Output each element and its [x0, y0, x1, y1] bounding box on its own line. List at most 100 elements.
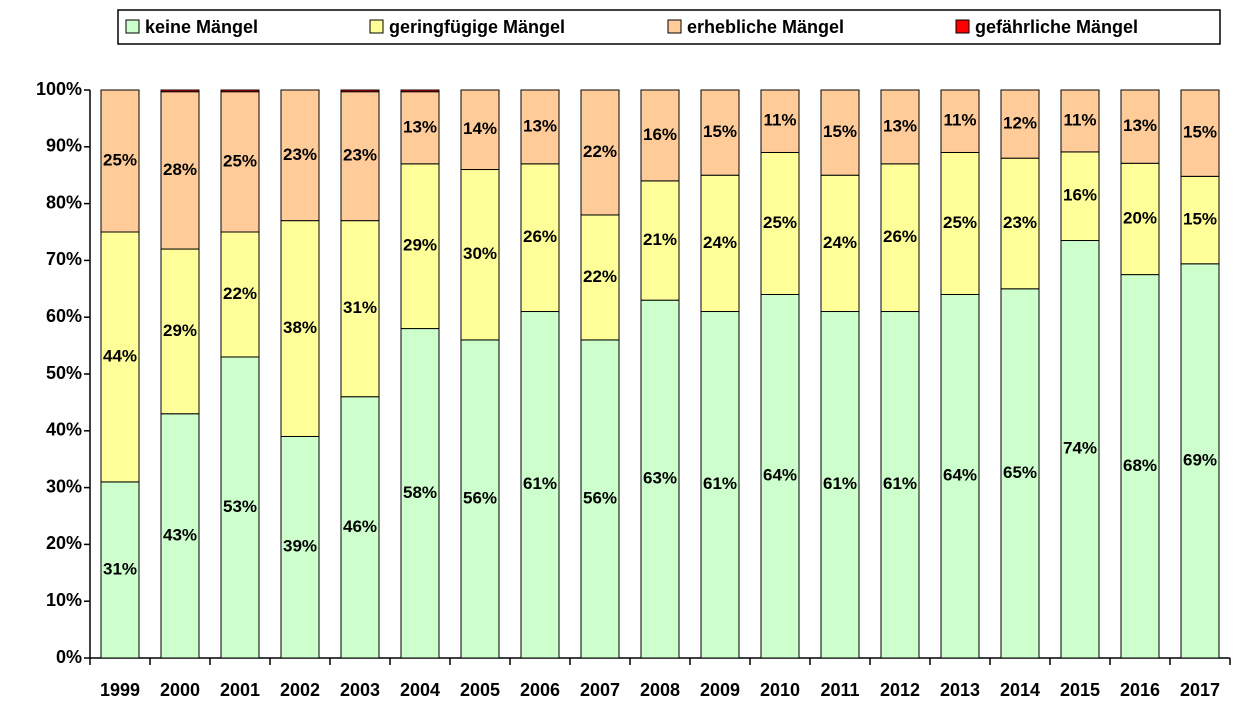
bar-segment: [1120, 162, 1160, 276]
x-tick-label: 2007: [580, 680, 620, 700]
data-label: 38%: [283, 318, 317, 337]
legend-swatch: [955, 19, 970, 34]
y-tick-label: 60%: [46, 306, 82, 326]
bar-segment: [160, 248, 200, 415]
bar-segment: [160, 413, 200, 659]
x-tick-label: 2009: [700, 680, 740, 700]
data-label: 25%: [943, 213, 977, 232]
data-label: 43%: [163, 525, 197, 544]
x-tick-label: 2012: [880, 680, 920, 700]
bar-segment: [520, 89, 560, 165]
bar-segment: [520, 311, 560, 659]
data-label: 15%: [1183, 210, 1217, 229]
data-label: 44%: [103, 346, 137, 365]
bar-segment: [1120, 89, 1160, 164]
x-tick-label: 2008: [640, 680, 680, 700]
data-label: 26%: [883, 227, 917, 246]
bar-segment: [700, 311, 740, 659]
data-label: 15%: [823, 122, 857, 141]
bar-segment: [220, 89, 260, 93]
y-tick-label: 100%: [36, 79, 82, 99]
x-tick-label: 2001: [220, 680, 260, 700]
data-label: 63%: [643, 469, 677, 488]
data-label: 31%: [343, 298, 377, 317]
data-label: 61%: [823, 474, 857, 493]
data-label: 24%: [703, 233, 737, 252]
y-tick-label: 0%: [56, 647, 82, 667]
x-tick-label: 2013: [940, 680, 980, 700]
bar-segment: [340, 89, 380, 93]
data-label: 56%: [463, 488, 497, 507]
bar-segment: [1180, 175, 1220, 265]
data-label: 11%: [1063, 110, 1096, 129]
data-label: 11%: [943, 111, 976, 130]
bar-segment: [280, 220, 320, 437]
x-tick-label: 2002: [280, 680, 320, 700]
x-tick-label: 2016: [1120, 680, 1160, 700]
data-label: 21%: [643, 230, 677, 249]
data-label: 15%: [703, 122, 737, 141]
x-tick-label: 2010: [760, 680, 800, 700]
data-label: 13%: [1123, 116, 1157, 135]
y-tick-label: 50%: [46, 363, 82, 383]
y-tick-label: 70%: [46, 249, 82, 269]
bar-segment: [400, 91, 440, 165]
bar-segment: [340, 396, 380, 659]
bar-segment: [580, 89, 620, 216]
data-label: 56%: [583, 488, 617, 507]
data-label: 12%: [1003, 114, 1037, 133]
bar-segment: [280, 435, 320, 659]
data-label: 64%: [943, 466, 977, 485]
data-label: 13%: [523, 116, 557, 135]
data-label: 64%: [763, 466, 797, 485]
y-tick-label: 40%: [46, 420, 82, 440]
bar-segment: [760, 151, 800, 295]
data-label: 46%: [343, 517, 377, 536]
data-label: 74%: [1063, 439, 1097, 458]
data-label: 25%: [223, 151, 257, 170]
bar-segment: [580, 339, 620, 659]
data-label: 22%: [583, 142, 617, 161]
x-tick-label: 2004: [400, 680, 440, 700]
bar-segment: [100, 89, 140, 233]
bar-segment: [640, 180, 680, 301]
data-label: 53%: [223, 497, 257, 516]
legend-swatch: [369, 19, 384, 34]
bar-segment: [940, 89, 980, 153]
bar-segment: [460, 89, 500, 171]
bar-segment: [220, 231, 260, 358]
data-label: 23%: [283, 145, 317, 164]
data-label: 22%: [223, 284, 257, 303]
data-label: 69%: [1183, 450, 1217, 469]
bar-segment: [220, 356, 260, 659]
data-label: 29%: [403, 236, 437, 255]
x-tick-label: 2017: [1180, 680, 1220, 700]
bar-segment: [1180, 263, 1220, 659]
data-label: 23%: [1003, 213, 1037, 232]
bar-segment: [400, 163, 440, 330]
data-label: 25%: [103, 150, 137, 169]
data-label: 61%: [523, 474, 557, 493]
x-tick-label: 2011: [820, 680, 859, 700]
data-label: 39%: [283, 537, 317, 556]
x-tick-label: 2003: [340, 680, 380, 700]
data-label: 15%: [1183, 123, 1217, 142]
legend-label: keine Mängel: [145, 17, 258, 37]
data-label: 24%: [823, 233, 857, 252]
bar-segment: [160, 91, 200, 250]
legend-label: gefährliche Mängel: [975, 17, 1138, 37]
data-label: 28%: [163, 160, 197, 179]
bar-segment: [280, 89, 320, 222]
bar-segment: [940, 151, 980, 295]
y-tick-label: 20%: [46, 533, 82, 553]
bar-segment: [100, 231, 140, 483]
bar-segment: [760, 293, 800, 659]
bar-segment: [940, 293, 980, 659]
bar-segment: [880, 311, 920, 659]
y-tick-label: 10%: [46, 590, 82, 610]
bar-segment: [1060, 240, 1100, 659]
bar-segment: [400, 328, 440, 659]
x-tick-label: 2000: [160, 680, 200, 700]
data-label: 58%: [403, 483, 437, 502]
